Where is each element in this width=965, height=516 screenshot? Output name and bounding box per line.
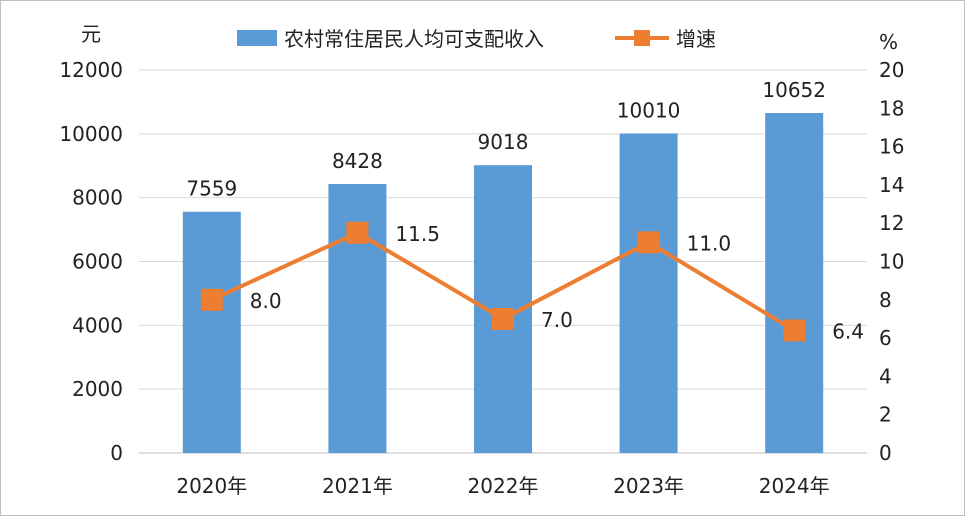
right-tick-label: 14	[879, 173, 904, 197]
line-value-label: 6.4	[832, 319, 864, 343]
growth-marker	[346, 221, 369, 244]
left-tick-label: 2000	[72, 377, 123, 401]
axes: 元 % 0 2000 4000 6000 8000 10000 12000 0 2 4 6 8 10 12…	[59, 22, 904, 498]
line-value-label: 8.0	[250, 289, 282, 313]
bar-value-label: 10010	[617, 99, 681, 123]
bar-value-label: 7559	[186, 177, 237, 201]
data-labels: 7559 8428 9018 10010 10652 8.0 11.5 7.0 11.0 6.4	[186, 78, 864, 343]
legend-bar-swatch	[237, 30, 277, 46]
bar-value-label: 8428	[332, 149, 383, 173]
left-tick-label: 0	[110, 441, 123, 465]
right-axis-unit: %	[879, 30, 898, 54]
growth-marker	[783, 319, 806, 342]
line-value-label: 11.5	[395, 222, 440, 246]
right-tick-label: 10	[879, 250, 904, 274]
right-tick-label: 20	[879, 58, 904, 82]
x-tick-label: 2020年	[176, 474, 247, 498]
legend-line-marker	[634, 30, 650, 46]
x-tick-label: 2023年	[613, 474, 684, 498]
growth-marker	[492, 307, 514, 330]
growth-line-series	[200, 221, 806, 342]
bar-value-label: 9018	[478, 130, 529, 154]
right-tick-label: 8	[879, 288, 892, 312]
legend: 农村常住居民人均可支配收入 增速	[237, 27, 716, 51]
right-tick-label: 16	[879, 135, 904, 159]
right-tick-label: 0	[879, 441, 892, 465]
right-tick-label: 12	[879, 211, 904, 235]
right-tick-label: 2	[879, 403, 892, 427]
right-tick-label: 6	[879, 326, 892, 350]
growth-marker	[200, 288, 223, 311]
x-tick-label: 2021年	[322, 474, 393, 498]
x-tick-label: 2024年	[759, 474, 830, 498]
line-value-label: 11.0	[687, 231, 732, 255]
bar-series	[182, 113, 824, 453]
legend-line-label: 增速	[676, 27, 716, 51]
legend-bar-label: 农村常住居民人均可支配收入	[284, 27, 544, 51]
right-tick-label: 18	[879, 96, 904, 120]
income-bar	[619, 133, 678, 453]
x-tick-label: 2022年	[468, 474, 539, 498]
growth-marker	[637, 231, 660, 254]
left-tick-label: 12000	[59, 58, 123, 82]
left-tick-label: 10000	[59, 122, 123, 146]
income-bar	[182, 211, 241, 453]
line-value-label: 7.0	[541, 308, 573, 332]
right-tick-label: 4	[879, 364, 892, 388]
left-tick-label: 6000	[72, 250, 123, 274]
left-tick-label: 4000	[72, 313, 123, 337]
income-bar	[765, 113, 824, 453]
bar-value-label: 10652	[762, 78, 826, 102]
left-tick-label: 8000	[72, 186, 123, 210]
left-axis-unit: 元	[81, 22, 101, 46]
